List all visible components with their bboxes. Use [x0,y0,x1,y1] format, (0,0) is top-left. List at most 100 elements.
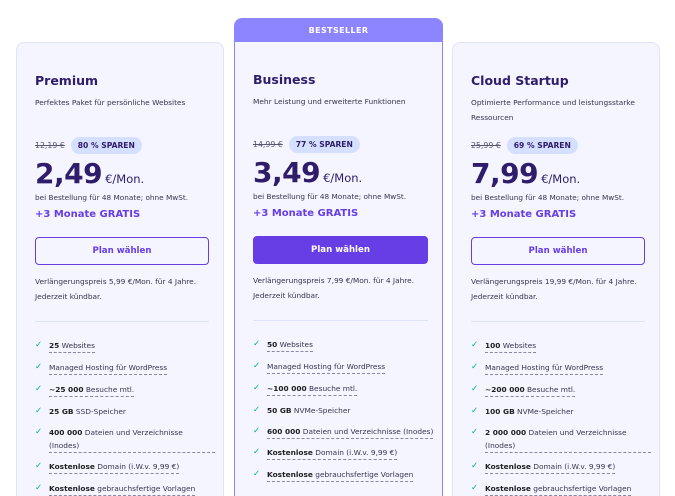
feature-label: Besuche mtl. [83,385,135,394]
feature-highlight: ~25 000 [49,385,84,394]
check-icon: ✓ [253,383,261,393]
renewal-note: Verlängerungspreis 19,99 €/Mon. für 4 Ja… [471,277,637,301]
feature-item: ✓ ~25 000 Besuche mtl. [35,383,215,397]
plan-description: Optimierte Performance und leistungsstar… [471,98,635,122]
feature-label: Websites [500,341,537,350]
feature-item: ✓ ~200 000 Besuche mtl. [471,383,651,397]
check-icon: ✓ [35,427,43,437]
feature-label: Websites [59,341,95,350]
save-badge: 69 % SPAREN [506,137,578,154]
feature-highlight: Kostenlose [267,448,313,457]
check-icon: ✓ [471,461,479,471]
feature-text[interactable]: Kostenlose Domain (i.W.v. 9,99 €) [267,446,398,460]
check-icon: ✓ [35,461,43,471]
discount-row: 12,19 € 80 % SPAREN [35,137,142,154]
feature-label: Besuche mtl. [524,385,576,394]
old-price: 12,19 € [35,141,65,150]
bonus-months: +3 Monate GRATIS [253,208,359,219]
feature-label: Dateien und Verzeichnisse (Inodes) [485,428,627,450]
old-price: 25,99 € [471,141,501,150]
check-icon: ✓ [35,483,43,493]
feature-text[interactable]: 2 000 000 Dateien und Verzeichnisse (Ino… [485,426,651,453]
renewal-note: Verlängerungspreis 7,99 €/Mon. für 4 Jah… [253,276,415,300]
feature-item: ✓ Kostenlose Domain (i.W.v. 9,99 €) [471,460,651,474]
price-note: bei Bestellung für 48 Monate; ohne MwSt. [35,193,189,202]
feature-text[interactable]: 600 000 Dateien und Verzeichnisse (Inode… [267,425,434,439]
feature-item: ✓ ~100 000 Besuche mtl. [253,382,434,396]
plan-description: Mehr Leistung und erweiterte Funktionen [253,97,406,106]
plan-name: Premium [35,73,99,88]
feature-text[interactable]: ~25 000 Besuche mtl. [49,383,135,397]
save-badge: 80 % SPAREN [70,137,142,154]
price-note: bei Bestellung für 48 Monate; ohne MwSt. [471,193,625,202]
feature-highlight: Kostenlose [49,484,95,493]
check-icon: ✓ [471,384,479,394]
feature-label: Managed Hosting für WordPress [485,363,604,372]
feature-highlight: 100 [485,341,501,350]
check-icon: ✓ [471,483,479,493]
feature-highlight: 25 [49,341,60,350]
feature-item: ✓ Kostenlose Domain (i.W.v. 9,99 €) [35,460,215,474]
feature-label: Websites [277,340,313,349]
feature-item: ✓ Managed Hosting für WordPress [35,361,215,375]
divider [471,321,645,322]
feature-text[interactable]: ~100 000 Besuche mtl. [267,382,358,396]
feature-text[interactable]: 100 GB NVMe-Speicher [485,405,574,418]
feature-text[interactable]: Kostenlose gebrauchsfertige Vorlagen [485,482,632,496]
feature-text[interactable]: Managed Hosting für WordPress [267,360,386,374]
feature-text[interactable]: ~200 000 Besuche mtl. [485,383,576,397]
feature-highlight: Kostenlose [49,462,95,471]
check-icon: ✓ [471,362,479,372]
bonus-months: +3 Monate GRATIS [471,209,577,220]
plan-name: Cloud Startup [471,73,569,88]
check-icon: ✓ [253,361,261,371]
bestseller-ribbon: BESTSELLER [234,18,443,43]
check-icon: ✓ [253,426,261,436]
feature-text[interactable]: Managed Hosting für WordPress [485,361,604,375]
save-badge: 77 % SPAREN [288,136,360,153]
feature-label: Managed Hosting für WordPress [49,363,168,372]
renewal-note: Verlängerungspreis 5,99 €/Mon. für 4 Jah… [35,277,197,301]
feature-label: SSD-Speicher [73,407,126,416]
feature-text[interactable]: 50 GB NVMe-Speicher [267,404,350,417]
feature-item: ✓ Kostenlose gebrauchsfertige Vorlagen [253,468,434,482]
feature-text[interactable]: Kostenlose gebrauchsfertige Vorlagen [267,468,414,482]
discount-row: 25,99 € 69 % SPAREN [471,137,578,154]
price: 2,49 €/Mon. [35,157,144,190]
feature-text[interactable]: 100 Websites [485,339,537,353]
feature-text[interactable]: Kostenlose Domain (i.W.v. 9,99 €) [49,460,180,474]
feature-label: Managed Hosting für WordPress [267,362,386,371]
check-icon: ✓ [35,406,43,416]
feature-item: ✓ Kostenlose gebrauchsfertige Vorlagen [471,482,651,496]
feature-highlight: ~200 000 [485,385,525,394]
old-price: 14,99 € [253,140,283,149]
feature-item: ✓ 25 GB SSD-Speicher [35,405,215,418]
feature-label: gebrauchsfertige Vorlagen [94,484,196,493]
feature-highlight: 100 GB [485,407,515,416]
feature-item: ✓ Kostenlose Domain (i.W.v. 9,99 €) [253,446,434,460]
feature-item: ✓ 25 Websites [35,339,215,353]
feature-text[interactable]: Kostenlose gebrauchsfertige Vorlagen [49,482,196,496]
feature-text[interactable]: 400 000 Dateien und Verzeichnisse (Inode… [49,426,215,453]
plan-card-premium: Premium Perfektes Paket für persönliche W… [16,42,224,496]
feature-highlight: 600 000 [267,427,301,436]
feature-label: Besuche mtl. [306,384,358,393]
feature-item: ✓ Managed Hosting für WordPress [471,361,651,375]
feature-text[interactable]: 25 GB SSD-Speicher [49,405,126,418]
feature-text[interactable]: Managed Hosting für WordPress [49,361,168,375]
feature-text[interactable]: 25 Websites [49,339,95,353]
feature-highlight: Kostenlose [267,470,313,479]
check-icon: ✓ [253,469,261,479]
price: 3,49 €/Mon. [253,156,362,189]
choose-plan-button[interactable]: Plan wählen [253,236,428,264]
feature-item: ✓ 600 000 Dateien und Verzeichnisse (Ino… [253,425,434,439]
feature-text[interactable]: Kostenlose Domain (i.W.v. 9,99 €) [485,460,616,474]
choose-plan-button[interactable]: Plan wählen [471,237,645,265]
bonus-months: +3 Monate GRATIS [35,209,141,220]
feature-label: Dateien und Verzeichnisse (Inodes) [300,427,434,436]
plan-card-business: Business Mehr Leistung und erweiterte Fun… [234,42,443,496]
feature-text[interactable]: 50 Websites [267,338,313,352]
choose-plan-button[interactable]: Plan wählen [35,237,209,265]
check-icon: ✓ [253,339,261,349]
plan-card-cloud-startup: Cloud Startup Optimierte Performance und … [452,42,660,496]
